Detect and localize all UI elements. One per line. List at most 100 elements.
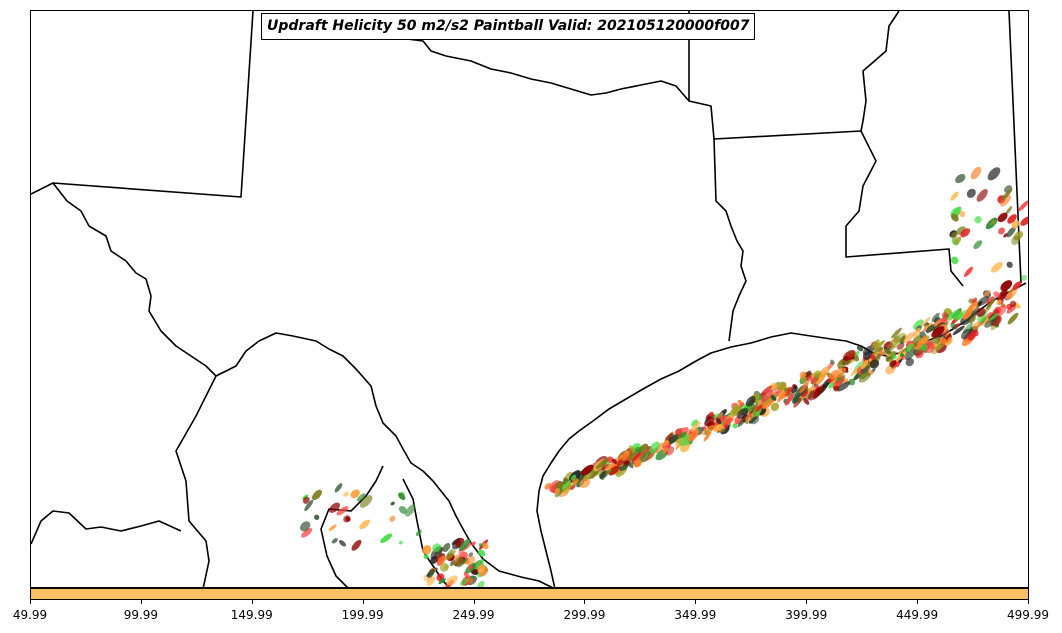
paintball-blob: [829, 359, 835, 365]
paintball-blob: [328, 524, 337, 531]
paintball-blob: [760, 385, 772, 396]
paintball-blob: [910, 343, 918, 351]
paintball-blob: [468, 565, 473, 570]
paintball-blob: [1007, 312, 1019, 325]
paintball-blob: [984, 317, 998, 328]
paintball-blob: [777, 390, 787, 403]
paintball-blob: [891, 327, 903, 339]
paintball-blob: [628, 445, 636, 453]
paintball-blob: [380, 533, 393, 544]
paintball-blob: [793, 397, 802, 408]
paintball-blob: [953, 206, 962, 216]
colorbar-tick-label: 249.99: [452, 608, 495, 622]
paintball-blob: [477, 564, 486, 573]
paintball-blob: [679, 434, 692, 447]
colorbar-tick-mark: [30, 600, 31, 604]
paintball-blob: [976, 189, 988, 202]
paintball-blob: [776, 381, 786, 391]
paintball-blob: [925, 324, 936, 333]
paintball-blob: [813, 370, 822, 378]
paintball-blob: [631, 451, 642, 462]
paintball-blob: [974, 216, 982, 224]
paintball-blob: [426, 575, 435, 586]
paintball-blob: [415, 529, 422, 536]
paintball-blob: [1012, 281, 1022, 290]
paintball-blob: [805, 370, 812, 378]
colorbar-tick-label: 499.99: [1007, 608, 1049, 622]
paintball-blob: [1005, 206, 1013, 215]
paintball-blob: [422, 545, 432, 555]
ar-border: [688, 11, 862, 140]
paintball-blob: [996, 299, 1002, 305]
colorbar-tick-label: 199.99: [341, 608, 384, 622]
paintball-blob: [745, 396, 756, 407]
paintball-blob: [554, 488, 561, 494]
paintball-blob: [1018, 200, 1028, 212]
colorbar-tick-label: 49.99: [12, 608, 48, 622]
paintball-blob: [807, 388, 822, 401]
paintball-blob: [605, 468, 612, 475]
paintball-blob: [803, 397, 810, 405]
paintball-blob: [975, 307, 986, 317]
paintball-blob: [941, 312, 948, 319]
paintball-blob: [761, 389, 774, 403]
paintball-blob: [964, 266, 973, 277]
paintball-blob: [669, 434, 678, 444]
paintball-blob: [770, 394, 777, 401]
paintball-blob: [314, 514, 320, 520]
paintball-blob: [1006, 226, 1016, 238]
mx-state-line-1: [175, 375, 217, 587]
paintball-blob: [471, 541, 476, 546]
paintball-blob: [709, 411, 715, 417]
paintball-blob: [579, 478, 591, 489]
paintball-blob: [816, 371, 827, 385]
sabine-border: [713, 138, 747, 342]
paintball-blob: [905, 357, 914, 367]
paintball-blob: [971, 297, 978, 303]
paintball-blob: [931, 326, 945, 338]
paintball-blob: [871, 339, 880, 349]
paintball-blob: [570, 485, 576, 491]
paintball-blob: [901, 355, 906, 361]
paintball-blob: [870, 354, 876, 360]
paintball-blob: [312, 489, 322, 501]
paintball-blob: [405, 504, 416, 517]
paintball-blob: [968, 298, 974, 304]
paintball-blob: [944, 331, 951, 338]
paintball-blob: [931, 312, 940, 323]
paintball-blob: [606, 456, 614, 464]
colorbar-tick-mark: [1028, 600, 1029, 604]
paintball-blob: [715, 417, 722, 425]
paintball-blob: [446, 575, 458, 586]
paintball-blob: [1021, 274, 1027, 281]
paintball-blob: [1007, 214, 1017, 224]
paintball-blob: [745, 412, 755, 422]
colorbar-tick-mark: [251, 600, 253, 604]
paintball-blob: [555, 480, 564, 489]
paintball-blob: [581, 464, 594, 476]
paintball-blob: [619, 454, 627, 462]
paintball-blob: [583, 470, 596, 480]
paintball-blob: [933, 318, 942, 327]
paintball-blob: [950, 310, 961, 319]
paintball-blob: [904, 348, 916, 361]
mx-state-line-2: [31, 510, 182, 545]
paintball-blob: [997, 212, 1008, 223]
paintball-blob: [889, 339, 899, 348]
paintball-blob: [966, 188, 976, 198]
paintball-blob: [604, 462, 615, 472]
mx-state-line-3: [320, 465, 384, 587]
paintball-blob: [939, 337, 947, 345]
paintball-blob: [813, 383, 820, 390]
paintball-blob: [701, 425, 715, 436]
paintball-blob: [398, 492, 406, 500]
paintball-blob: [998, 227, 1005, 235]
paintball-blob: [997, 289, 1008, 302]
map-canvas: [31, 11, 1028, 587]
paintball-blob: [1009, 300, 1017, 308]
paintball-blob: [964, 310, 978, 323]
paintball-blob: [988, 313, 999, 321]
paintball-blob: [1011, 220, 1020, 229]
paintball-blob: [1000, 280, 1013, 292]
paintball-blob: [736, 408, 749, 419]
